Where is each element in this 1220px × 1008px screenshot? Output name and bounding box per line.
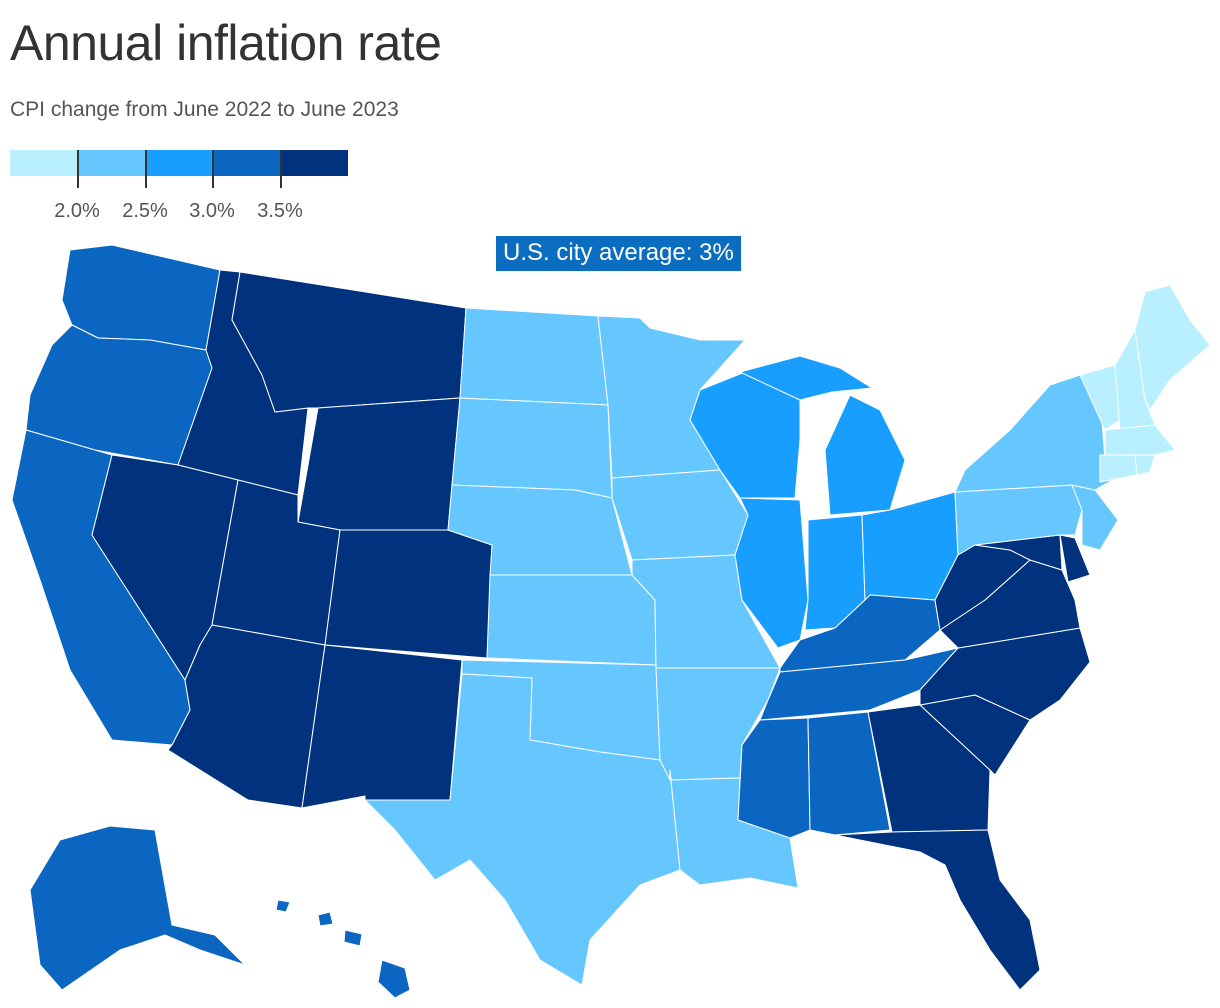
state-mississippi[interactable] xyxy=(737,717,811,839)
us-average-callout: U.S. city average: 3% xyxy=(496,236,741,271)
page-title: Annual inflation rate xyxy=(10,15,442,71)
state-rhode-island[interactable] xyxy=(1134,454,1156,476)
state-tennessee[interactable] xyxy=(759,647,959,721)
legend-tick-2 xyxy=(145,150,147,188)
page-subtitle: CPI change from June 2022 to June 2023 xyxy=(10,98,399,121)
state-connecticut[interactable] xyxy=(1099,454,1138,483)
color-legend: 2.0% 2.5% 3.0% 3.5% xyxy=(10,150,348,222)
legend-tick-label-1: 2.0% xyxy=(54,200,100,222)
state-north-dakota[interactable] xyxy=(459,307,609,406)
state-georgia[interactable] xyxy=(867,704,991,833)
state-maine[interactable] xyxy=(1134,284,1211,411)
callout-label: U.S. city average: xyxy=(503,239,693,266)
legend-swatch-2 xyxy=(77,150,146,176)
legend-swatch-4 xyxy=(212,150,281,176)
legend-swatch-3 xyxy=(145,150,213,176)
legend-tick-3 xyxy=(212,150,214,188)
legend-swatch-5 xyxy=(280,150,348,176)
legend-tick-4 xyxy=(280,150,282,188)
state-south-dakota[interactable] xyxy=(451,397,613,499)
legend-tick-label-2: 2.5% xyxy=(122,200,168,222)
state-montana[interactable] xyxy=(231,271,467,413)
state-colorado[interactable] xyxy=(324,529,493,659)
state-hawaii[interactable] xyxy=(275,899,411,999)
state-massachusetts[interactable] xyxy=(1104,424,1176,456)
state-new-hampshire[interactable] xyxy=(1114,329,1156,431)
callout-value: 3% xyxy=(699,239,734,266)
state-delaware[interactable] xyxy=(1059,534,1091,583)
legend-bar xyxy=(10,150,348,176)
legend-tick-label-3: 3.0% xyxy=(189,200,235,222)
legend-tick-label-4: 3.5% xyxy=(257,200,303,222)
legend-swatch-1 xyxy=(10,150,78,176)
state-iowa[interactable] xyxy=(611,469,749,561)
state-illinois[interactable] xyxy=(734,497,809,649)
state-texas[interactable] xyxy=(364,673,681,986)
state-wyoming[interactable] xyxy=(297,397,461,531)
state-new-mexico[interactable] xyxy=(301,644,463,809)
state-kansas[interactable] xyxy=(486,574,657,666)
state-alabama[interactable] xyxy=(807,711,891,836)
legend-tick-1 xyxy=(77,150,79,188)
state-alaska[interactable] xyxy=(29,825,246,991)
state-florida[interactable] xyxy=(834,829,1041,991)
